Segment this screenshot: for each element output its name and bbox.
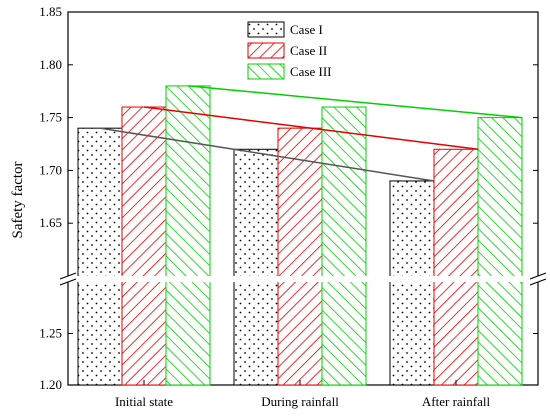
x-tick-label: Initial state (115, 394, 173, 409)
y-tick-label: 1.25 (39, 326, 62, 341)
x-tick-label: During rainfall (261, 394, 339, 409)
bar-2-1 (121, 106, 167, 386)
y-tick-label: 1.65 (39, 215, 62, 230)
plot-area: 1.65 1.70 1.75 1.80 1.85 1.20 1.25 Initial stat… (39, 4, 547, 409)
x-tick-label: After rainfall (422, 394, 491, 409)
bar-2-3 (433, 148, 479, 386)
legend-swatch-2 (247, 42, 285, 59)
axis-break-mark-right-bottom (529, 278, 547, 286)
legend-label-1: Case I (290, 22, 323, 37)
y-tick-label: 1.75 (39, 110, 62, 125)
axis-break-mark-right-top (529, 272, 547, 280)
axis-break-gap (60, 276, 546, 282)
trend-line-3 (187, 85, 523, 119)
y-tick-label: 1.70 (39, 162, 62, 177)
bar-3-3 (477, 117, 523, 386)
axis-break-mark-left-top (59, 272, 77, 280)
trend-line-2 (143, 106, 479, 151)
bar-2-2 (277, 127, 323, 386)
bar-3-1 (165, 85, 211, 386)
bar-1-2 (233, 148, 279, 386)
trend-line-1 (99, 127, 435, 182)
legend-swatch-3 (247, 63, 285, 80)
y-axis-label: Safety factor (10, 161, 26, 238)
bar-1-3 (389, 180, 435, 386)
y-tick-label: 1.20 (39, 377, 62, 392)
y-tick-label: 1.85 (39, 4, 62, 19)
axis-break-mark-left-bottom (59, 278, 77, 286)
legend-label-3: Case III (290, 64, 332, 79)
bar-1-1 (77, 127, 123, 386)
legend-label-2: Case II (290, 43, 327, 58)
bar-3-2 (321, 106, 367, 386)
y-tick-label: 1.80 (39, 57, 62, 72)
legend-swatch-1 (247, 21, 285, 38)
